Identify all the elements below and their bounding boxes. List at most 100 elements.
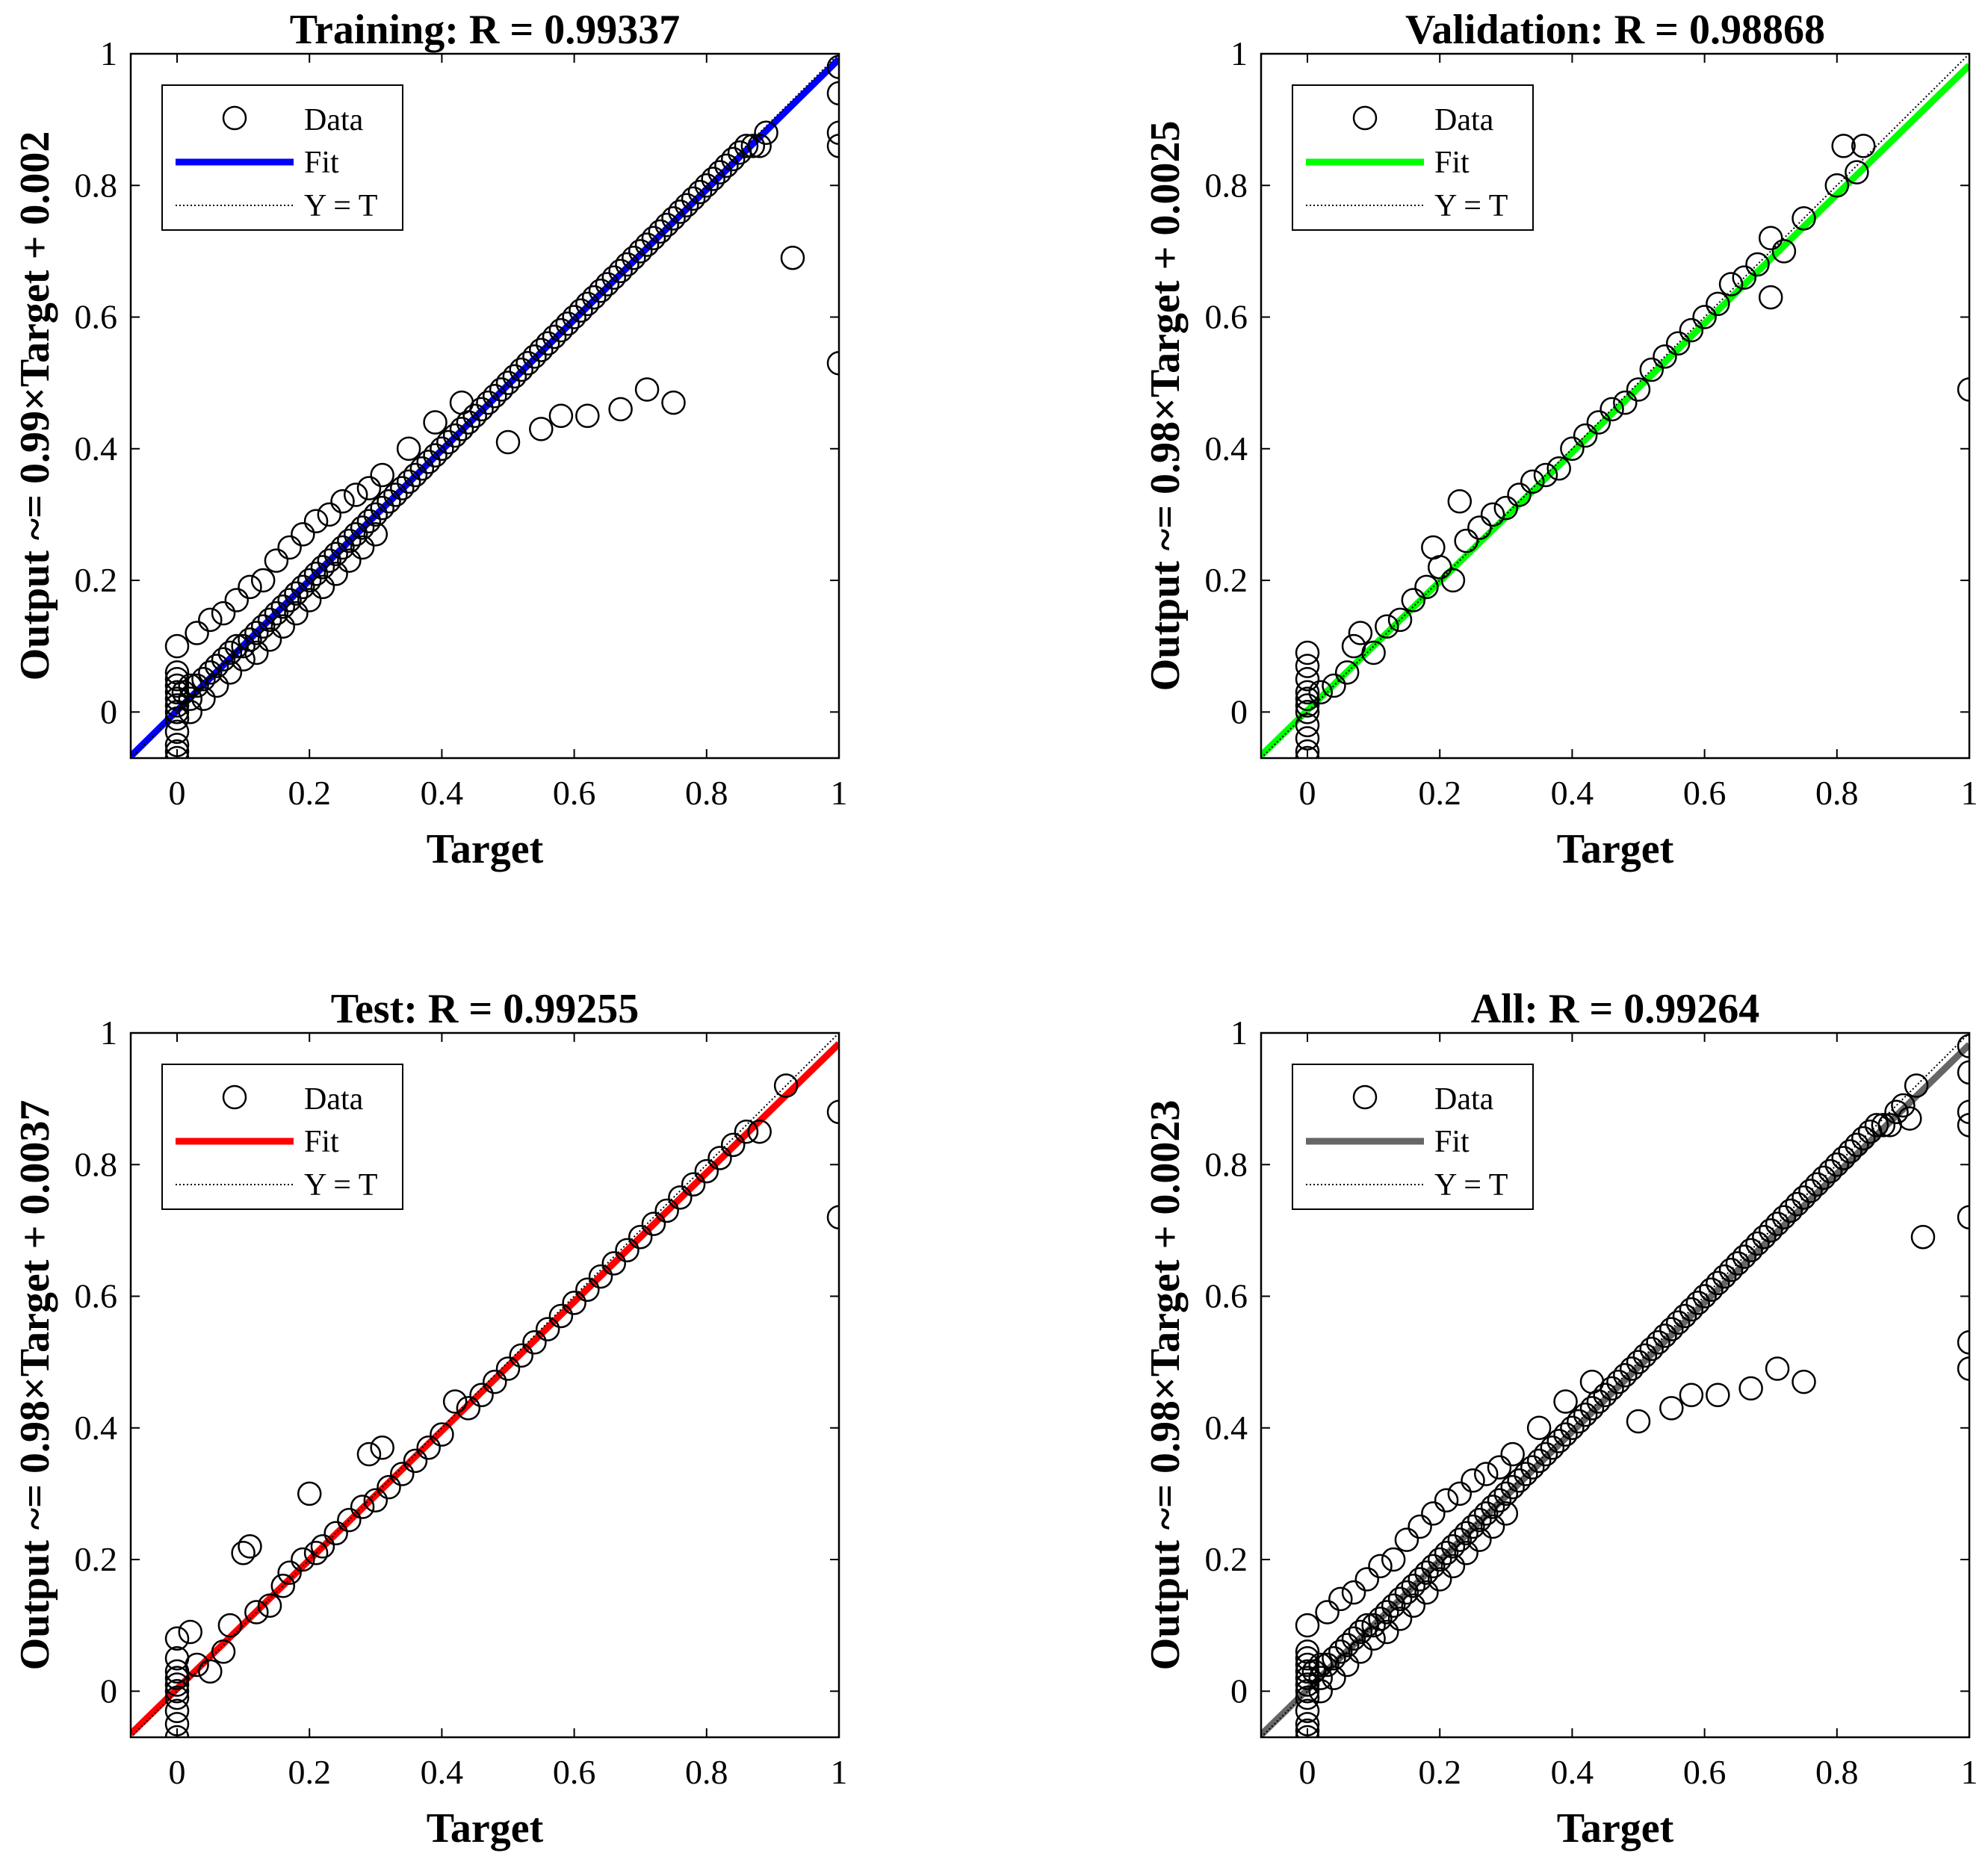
data-point xyxy=(1957,1329,1969,1355)
data-point xyxy=(211,647,236,672)
data-point xyxy=(1706,1382,1730,1407)
x-tick-label: 0.4 xyxy=(421,774,464,812)
data-point xyxy=(1706,291,1730,317)
data-point xyxy=(1560,436,1585,462)
data-point xyxy=(250,568,276,593)
data-point xyxy=(356,509,382,533)
x-tick-label: 0.4 xyxy=(1551,1753,1594,1791)
data-point xyxy=(164,706,190,731)
data-point xyxy=(330,489,355,514)
plot-content xyxy=(131,1033,839,1737)
x-tick-label: 0.2 xyxy=(1418,1753,1461,1791)
data-point xyxy=(224,588,250,612)
data-point xyxy=(575,291,600,317)
data-point xyxy=(1408,1567,1432,1592)
data-point xyxy=(595,272,620,297)
data-point xyxy=(1526,1415,1552,1441)
data-point xyxy=(740,134,766,158)
data-point xyxy=(277,535,302,560)
y-tick-label: 0.4 xyxy=(1205,429,1248,468)
x-tick-label: 0.4 xyxy=(1551,774,1594,812)
data-point xyxy=(1639,357,1664,382)
data-point xyxy=(423,410,448,435)
data-point xyxy=(1447,489,1473,514)
data-point xyxy=(1665,1310,1691,1335)
data-point xyxy=(270,1574,296,1598)
data-point xyxy=(409,456,435,481)
data-point xyxy=(1824,1152,1850,1177)
data-point xyxy=(337,528,362,553)
data-point xyxy=(615,1238,640,1263)
data-point xyxy=(343,522,368,547)
data-point xyxy=(548,403,574,428)
data-point xyxy=(1334,660,1360,685)
data-point xyxy=(1792,1185,1816,1210)
data-point xyxy=(522,344,547,369)
y-axis-label: Output ~= 0.98×Target + 0.0023 xyxy=(1142,1100,1189,1671)
data-point xyxy=(1493,1481,1519,1506)
data-point xyxy=(483,384,507,409)
data-point xyxy=(622,245,646,270)
data-point xyxy=(681,1172,706,1197)
data-point xyxy=(1659,1396,1684,1421)
data-point xyxy=(178,1619,202,1645)
data-point xyxy=(1295,1712,1320,1737)
y-tick-label: 1 xyxy=(1230,34,1248,72)
data-point xyxy=(1295,1666,1320,1690)
legend-entry: Data xyxy=(304,103,364,137)
data-point xyxy=(1613,1363,1638,1388)
data-point xyxy=(747,1119,772,1144)
data-point xyxy=(1348,1639,1373,1664)
data-point xyxy=(442,1389,468,1414)
data-point xyxy=(668,199,693,224)
data-point xyxy=(654,1198,679,1223)
data-point xyxy=(1480,1495,1505,1519)
data-point xyxy=(826,1205,839,1230)
x-tick-label: 0.2 xyxy=(288,1753,331,1791)
data-point xyxy=(1454,1540,1478,1565)
axes-frame xyxy=(129,1031,840,1739)
data-point xyxy=(1692,305,1717,329)
data-point xyxy=(191,666,216,692)
data-point xyxy=(1295,713,1320,738)
data-point xyxy=(648,219,673,244)
data-point xyxy=(1526,1448,1552,1474)
data-point xyxy=(1792,206,1816,231)
data-point xyxy=(601,265,627,290)
data-point xyxy=(257,607,282,633)
data-point xyxy=(356,1442,382,1467)
data-point xyxy=(1546,1429,1571,1453)
data-point xyxy=(1427,1547,1452,1572)
data-point xyxy=(1957,1060,1969,1085)
axes-frame xyxy=(129,52,840,760)
x-tick-label: 0 xyxy=(169,1753,186,1791)
data-point xyxy=(1910,1224,1936,1250)
legend-data-marker xyxy=(222,1084,247,1110)
legend-entry: Y = T xyxy=(304,189,377,223)
data-point xyxy=(164,1626,190,1651)
legend-entry: Y = T xyxy=(304,1168,377,1202)
data-point xyxy=(1315,1652,1340,1678)
data-point xyxy=(164,1685,190,1710)
data-point xyxy=(164,1672,190,1697)
data-point xyxy=(628,1224,653,1250)
data-point xyxy=(826,1099,839,1125)
data-point xyxy=(277,588,302,612)
data-point xyxy=(1818,1158,1843,1184)
data-point xyxy=(377,1474,401,1500)
data-point xyxy=(1613,390,1638,415)
data-point xyxy=(297,568,322,593)
x-tick-label: 1 xyxy=(831,774,848,812)
y-tick-label: 0.6 xyxy=(75,1277,118,1315)
data-point xyxy=(430,436,454,462)
data-point xyxy=(1454,528,1478,553)
data-point xyxy=(502,364,527,389)
data-point xyxy=(1665,331,1691,356)
data-point xyxy=(1785,1191,1809,1217)
x-tick-label: 0.8 xyxy=(1815,774,1859,812)
data-point xyxy=(720,146,746,172)
data-point xyxy=(1394,1527,1419,1552)
data-point xyxy=(449,417,474,441)
data-point xyxy=(178,700,202,724)
data-point xyxy=(370,495,394,521)
